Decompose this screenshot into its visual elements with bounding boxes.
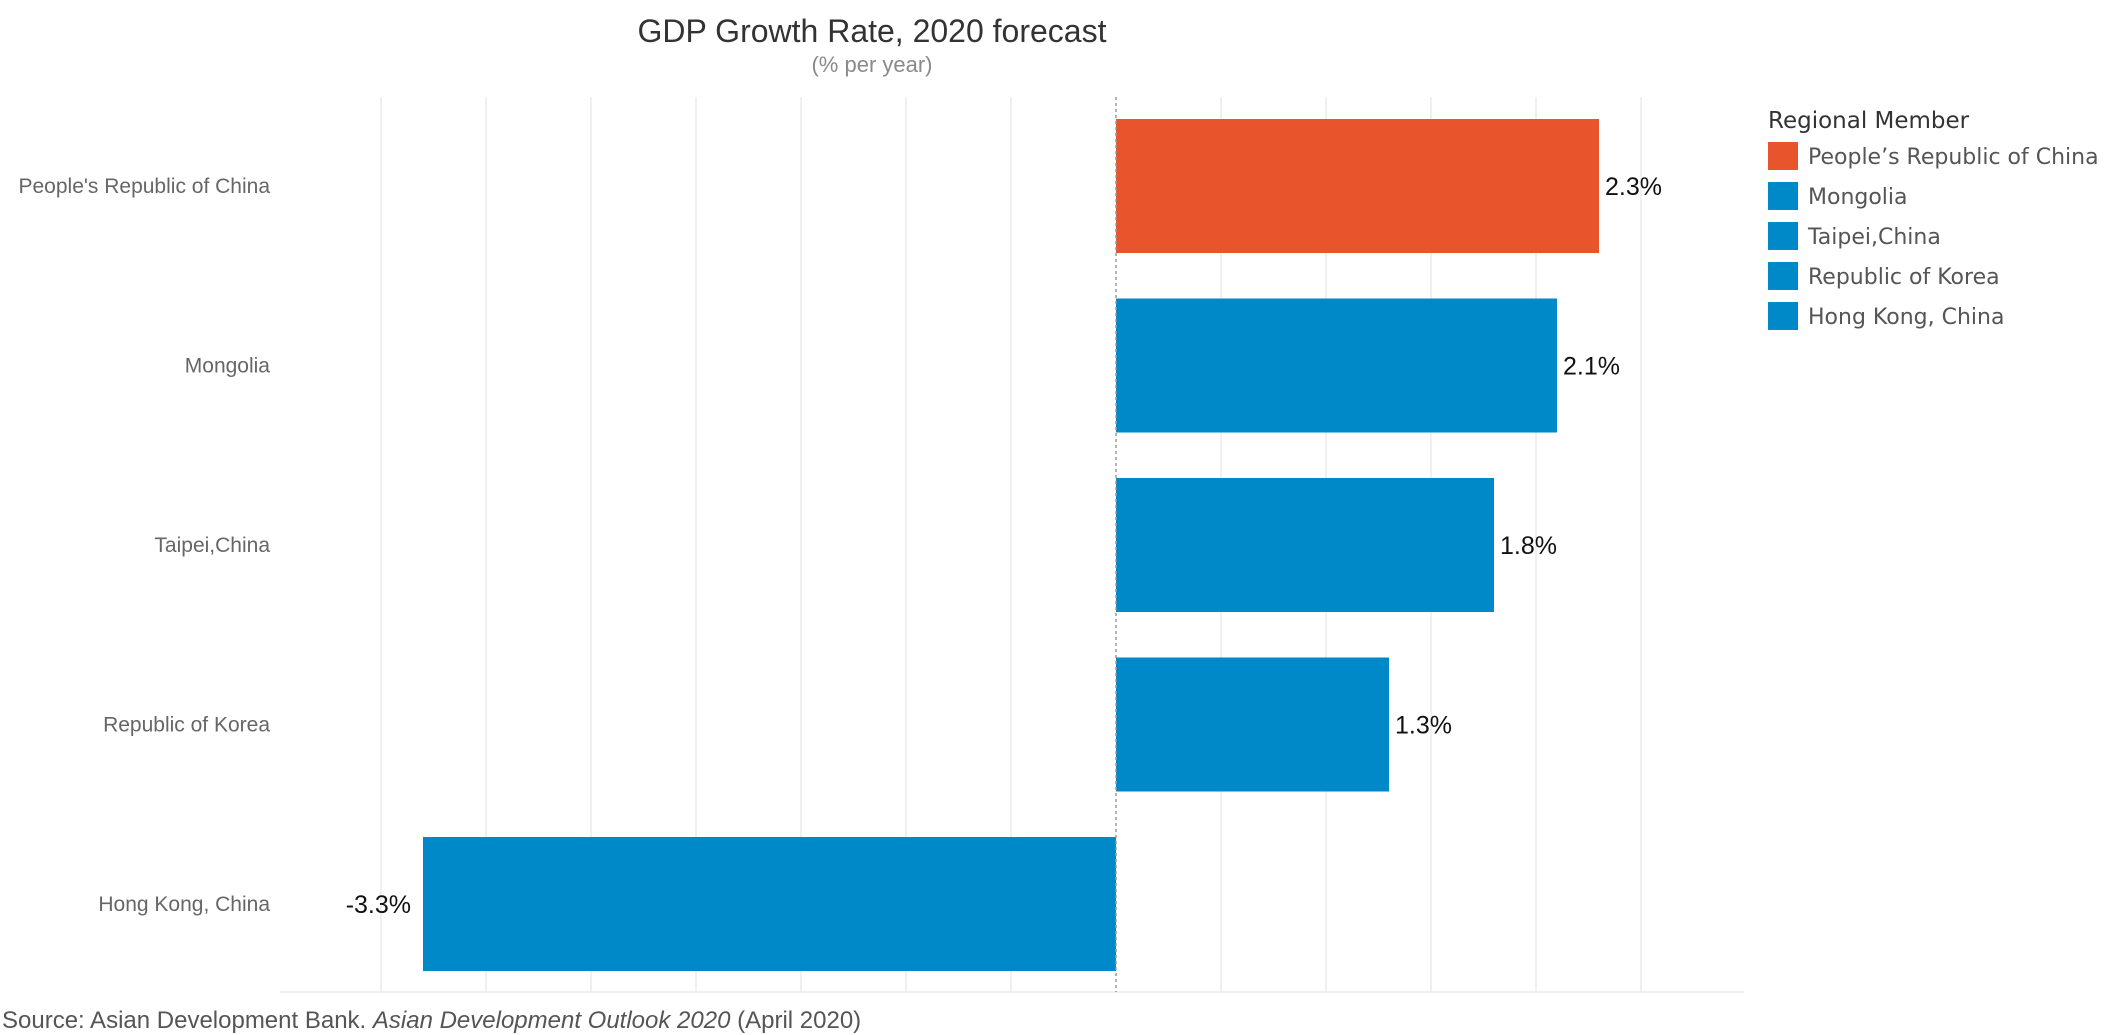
category-label: Taipei,China <box>154 534 270 557</box>
bars: 2.3% 2.1% 1.8% 1.3% -3.3% <box>346 119 1662 971</box>
chart-title: GDP Growth Rate, 2020 forecast <box>638 13 1107 49</box>
category-labels: People's Republic of China Mongolia Taipei… <box>19 175 271 916</box>
source-prefix: Source: Asian Development Bank. <box>2 1007 373 1034</box>
legend-swatch <box>1768 222 1798 250</box>
bar <box>1116 478 1494 612</box>
source-suffix: (April 2020) <box>730 1007 862 1034</box>
source-publication: Asian Development Outlook 2020 <box>372 1007 731 1034</box>
legend-label: Hong Kong, China <box>1808 305 2004 330</box>
bar <box>1116 119 1599 253</box>
chart-subtitle: (% per year) <box>811 52 932 77</box>
category-label: Mongolia <box>185 355 271 378</box>
data-label: 2.3% <box>1605 173 1662 201</box>
legend-title: Regional Member <box>1768 108 1970 134</box>
legend-label: People’s Republic of China <box>1808 145 2099 170</box>
bar <box>423 837 1116 971</box>
legend-swatch <box>1768 262 1798 290</box>
legend-label: Republic of Korea <box>1808 265 2000 290</box>
legend-label: Taipei,China <box>1807 225 1941 250</box>
data-label: 1.3% <box>1395 712 1452 740</box>
category-label: Republic of Korea <box>103 714 270 737</box>
data-label: 1.8% <box>1500 532 1557 560</box>
legend-swatch <box>1768 182 1798 210</box>
legend-swatch <box>1768 142 1798 170</box>
data-label: 2.1% <box>1563 353 1620 381</box>
legend: Regional Member People’s Republic of Chi… <box>1768 108 2099 330</box>
legend-label: Mongolia <box>1808 185 1908 210</box>
bar <box>1116 298 1557 433</box>
source-note: Source: Asian Development Bank. Asian De… <box>2 1007 861 1035</box>
category-label: Hong Kong, China <box>98 893 270 916</box>
legend-swatch <box>1768 302 1798 330</box>
category-label: People's Republic of China <box>19 175 271 198</box>
bar <box>1116 657 1389 792</box>
data-label: -3.3% <box>346 891 411 919</box>
